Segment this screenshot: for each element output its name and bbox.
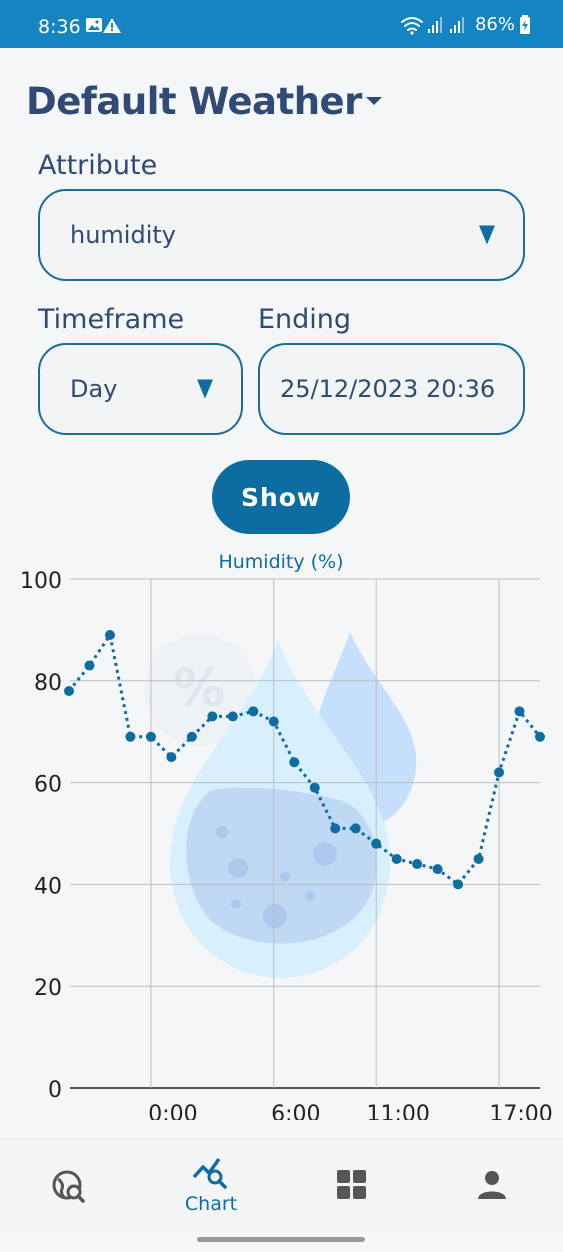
dropdown-arrow-icon xyxy=(197,379,213,399)
status-time: 8:36 xyxy=(38,16,81,38)
nav-item-search-location[interactable] xyxy=(0,1139,140,1229)
timeframe-label: Timeframe xyxy=(38,304,185,335)
data-point xyxy=(227,711,238,722)
chart-search-icon xyxy=(192,1157,227,1189)
dropdown-arrow-icon xyxy=(479,225,495,245)
show-button[interactable]: Show xyxy=(212,460,350,534)
image-icon xyxy=(86,18,102,32)
ending-datetime-field[interactable]: 25/12/2023 20:36 xyxy=(258,343,525,435)
data-point xyxy=(64,685,74,696)
chevron-down-icon[interactable] xyxy=(366,97,382,105)
battery-icon xyxy=(520,14,530,34)
y-tick-label: 80 xyxy=(34,671,62,696)
water-drops-watermark: % xyxy=(144,632,417,978)
y-tick-label: 20 xyxy=(34,976,62,1001)
x-tick-label: 0:00 xyxy=(148,1102,197,1120)
ending-label: Ending xyxy=(258,304,352,335)
x-tick-label: 11:00 xyxy=(366,1102,429,1120)
chart-grid xyxy=(70,578,540,1089)
timeframe-select[interactable]: Day xyxy=(38,343,243,435)
data-point xyxy=(268,716,279,727)
data-point xyxy=(494,767,505,778)
page-title: Default Weather xyxy=(26,80,362,123)
data-point xyxy=(391,853,402,864)
status-icons-right: 86% xyxy=(400,14,531,35)
y-axis: 0 20 40 60 80 100 xyxy=(20,569,62,1103)
x-tick-label: 17:00 xyxy=(489,1102,552,1120)
nav-item-profile[interactable] xyxy=(422,1139,562,1229)
data-point xyxy=(289,757,300,768)
humidity-series-points xyxy=(64,629,545,890)
data-point xyxy=(248,706,259,717)
data-point xyxy=(125,731,136,742)
signal-icon xyxy=(427,16,442,33)
data-point xyxy=(84,660,95,671)
nav-label-chart: Chart xyxy=(184,1193,238,1215)
location-selector[interactable]: Default Weather xyxy=(26,80,362,123)
data-point xyxy=(350,823,361,834)
data-point xyxy=(166,752,177,763)
timeframe-value: Day xyxy=(70,375,118,403)
data-point xyxy=(309,782,320,793)
svg-text:%: % xyxy=(173,659,225,719)
status-bar: 8:36 xyxy=(0,0,563,48)
home-indicator xyxy=(197,1237,365,1242)
y-tick-label: 100 xyxy=(20,569,62,594)
attribute-label: Attribute xyxy=(38,150,158,181)
ending-value: 25/12/2023 20:36 xyxy=(280,375,496,403)
humidity-chart: % Humidity (%) 0 20 40 60 80 100 0:00 6:00 11:0… xyxy=(20,551,553,1120)
data-point xyxy=(473,853,484,864)
data-point xyxy=(371,838,382,849)
x-axis: 0:00 6:00 11:00 17:00 xyxy=(148,1102,553,1120)
globe-search-icon xyxy=(52,1170,85,1203)
data-point xyxy=(535,731,545,742)
nav-item-dashboard[interactable] xyxy=(282,1139,422,1229)
data-point xyxy=(412,859,423,870)
status-icons-left xyxy=(86,17,126,40)
chart-title: Humidity (%) xyxy=(218,551,343,573)
data-point xyxy=(104,629,115,640)
attribute-value: humidity xyxy=(70,221,176,249)
person-icon xyxy=(478,1171,506,1199)
data-point xyxy=(330,823,341,834)
y-tick-label: 0 xyxy=(48,1078,62,1103)
bottom-navigation: Chart xyxy=(0,1138,563,1228)
wifi-icon xyxy=(400,16,423,31)
battery-percent: 86% xyxy=(474,14,515,35)
data-point xyxy=(514,706,525,717)
signal-icon xyxy=(449,16,464,33)
attribute-select[interactable]: humidity xyxy=(38,189,525,281)
data-point xyxy=(453,879,464,890)
y-tick-label: 60 xyxy=(34,773,62,798)
data-point xyxy=(432,864,443,875)
dashboard-grid-icon xyxy=(337,1170,366,1199)
data-point xyxy=(186,731,197,742)
x-tick-label: 6:00 xyxy=(271,1102,320,1120)
alert-icon xyxy=(103,18,121,33)
y-tick-label: 40 xyxy=(34,874,62,899)
nav-item-chart[interactable]: Chart xyxy=(141,1139,281,1229)
data-point xyxy=(145,731,156,742)
data-point xyxy=(207,711,218,722)
